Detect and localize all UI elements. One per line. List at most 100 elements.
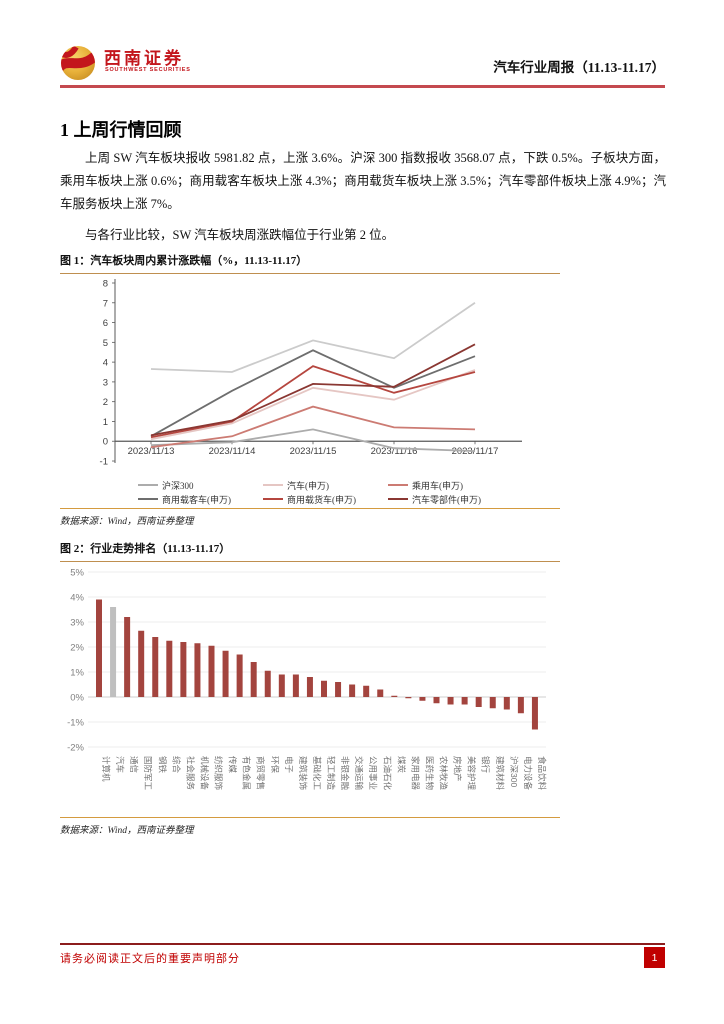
report-title: 汽车行业周报（11.13-11.17） xyxy=(493,60,665,75)
x-category-label: 非银金融 xyxy=(340,756,350,791)
brand-name-en: SOUTHWEST SECURITIES xyxy=(105,67,191,73)
series-line xyxy=(150,369,476,441)
y-tick-label: 0 xyxy=(103,437,108,448)
x-category-label: 建筑材料 xyxy=(495,756,505,791)
page-number-badge: 1 xyxy=(644,947,665,968)
x-category-label: 轻工制造 xyxy=(326,756,336,791)
x-tick-label: 2023/11/15 xyxy=(290,446,337,457)
y-tick-label: 3% xyxy=(70,618,84,629)
x-category-label: 商贸零售 xyxy=(256,756,266,790)
industry-bar xyxy=(321,680,327,697)
x-category-label: 基础化工 xyxy=(312,756,322,791)
industry-bar xyxy=(306,677,313,697)
x-category-label: 家用电器 xyxy=(410,756,420,791)
industry-bar xyxy=(110,607,117,697)
y-tick-label: 0% xyxy=(70,693,84,704)
industry-bar xyxy=(447,697,454,705)
legend-label: 汽车(申万) xyxy=(287,480,329,491)
industry-bar xyxy=(180,642,187,697)
industry-bar xyxy=(124,617,131,697)
y-tick-label: 6 xyxy=(103,318,108,329)
industry-bar xyxy=(138,630,145,697)
y-tick-label: 2 xyxy=(103,397,108,408)
body-paragraph-2: 与各行业比较，SW 汽车板块周涨跌幅位于行业第 2 位。 xyxy=(85,228,395,242)
legend-item: 商用载客车(申万) xyxy=(138,492,263,506)
industry-bar xyxy=(377,689,384,697)
figure2-source: 数据来源：Wind，西南证券整理 xyxy=(60,826,194,836)
series-line xyxy=(150,302,476,373)
x-category-label: 公用事业 xyxy=(368,756,378,790)
legend-swatch-icon xyxy=(388,498,408,500)
industry-bar xyxy=(517,697,524,714)
industry-bar xyxy=(405,697,412,699)
logo-mark-icon xyxy=(61,46,95,80)
body-paragraph-1: 上周 SW 汽车板块报收 5981.82 点，上涨 3.6%。沪深 300 指数… xyxy=(60,151,666,211)
figure1-caption: 图 1：汽车板块周内累计涨跌幅（%，11.13-11.17） xyxy=(60,252,560,274)
y-tick-label: 4 xyxy=(103,358,108,369)
y-tick-label: 1% xyxy=(70,668,84,679)
industry-bar xyxy=(166,640,173,697)
industry-bar xyxy=(531,697,538,730)
industry-bar xyxy=(461,697,468,705)
x-category-label: 通信 xyxy=(129,756,139,774)
figure1-source-rule xyxy=(60,508,560,509)
x-tick-label: 2023/11/13 xyxy=(128,446,175,457)
industry-bar xyxy=(391,695,398,697)
legend-label: 商用载客车(申万) xyxy=(162,494,231,505)
company-logo: 西南证券 SOUTHWEST SECURITIES xyxy=(58,42,258,88)
y-tick-label: 5 xyxy=(103,338,108,349)
industry-bar xyxy=(475,697,482,707)
x-category-label: 建筑装饰 xyxy=(298,756,308,791)
y-tick-label: -1 xyxy=(100,457,108,468)
legend-label: 汽车零部件(申万) xyxy=(412,494,481,505)
legend-swatch-icon xyxy=(138,498,158,500)
series-line xyxy=(150,349,476,438)
line-chart-legend: 沪深300 汽车(申万) 乘用车(申万) 商用载客车(申万) 商用载货车(申万) 汽车零部… xyxy=(138,478,538,506)
industry-bar xyxy=(250,662,257,697)
industry-ranking-bar-chart: 5% 4% 3% 2% 1% 0% -1% -2% 计算机 汽车 通信 国防军工 钢铁 综合 社会服务 机械设… xyxy=(67,568,547,791)
y-tick-label: 3 xyxy=(103,377,108,388)
x-category-label: 银行 xyxy=(481,756,491,774)
industry-bar xyxy=(489,697,496,709)
legend-label: 乘用车(申万) xyxy=(412,480,463,491)
series-line xyxy=(150,343,476,437)
footer-rule xyxy=(60,943,665,945)
x-category-label: 综合 xyxy=(171,756,181,774)
legend-swatch-icon xyxy=(263,484,283,486)
x-category-label: 石油石化 xyxy=(382,756,392,791)
legend-item: 乘用车(申万) xyxy=(388,478,513,492)
x-tick-label: 2023/11/14 xyxy=(209,446,256,457)
legend-label: 沪深300 xyxy=(162,480,194,491)
x-category-label: 房地产 xyxy=(453,756,463,782)
legend-swatch-icon xyxy=(263,498,283,500)
footer-disclaimer: 请务必阅读正文后的重要声明部分 xyxy=(60,953,240,965)
y-tick-label: 2% xyxy=(70,643,84,654)
industry-bar xyxy=(363,685,370,697)
industry-bar xyxy=(335,682,342,697)
legend-swatch-icon xyxy=(138,484,158,486)
industry-bar xyxy=(194,643,201,697)
x-category-label: 传媒 xyxy=(228,756,238,774)
industry-bar xyxy=(222,650,229,697)
brand-name-cn: 西南证券 xyxy=(104,49,184,68)
x-category-label: 煤炭 xyxy=(396,756,406,774)
y-tick-label: 8 xyxy=(103,279,108,290)
x-category-label: 汽车 xyxy=(115,756,125,773)
industry-bar xyxy=(278,674,285,697)
industry-bar xyxy=(503,697,510,710)
section-heading: 1 上周行情回顾 xyxy=(60,120,182,140)
x-category-label: 美容护理 xyxy=(467,756,477,791)
figure2-source-rule xyxy=(60,817,560,818)
industry-bar xyxy=(433,697,440,704)
industry-bar xyxy=(264,670,271,697)
legend-swatch-icon xyxy=(388,484,408,486)
x-category-label: 机械设备 xyxy=(199,756,209,791)
x-category-label: 交通运输 xyxy=(354,756,364,791)
industry-bar xyxy=(208,645,215,697)
legend-item: 商用载货车(申万) xyxy=(263,492,388,506)
industry-bar xyxy=(419,697,426,701)
x-category-label: 沪深300 xyxy=(509,756,519,787)
legend-label: 商用载货车(申万) xyxy=(287,494,356,505)
industry-bar xyxy=(292,674,299,697)
